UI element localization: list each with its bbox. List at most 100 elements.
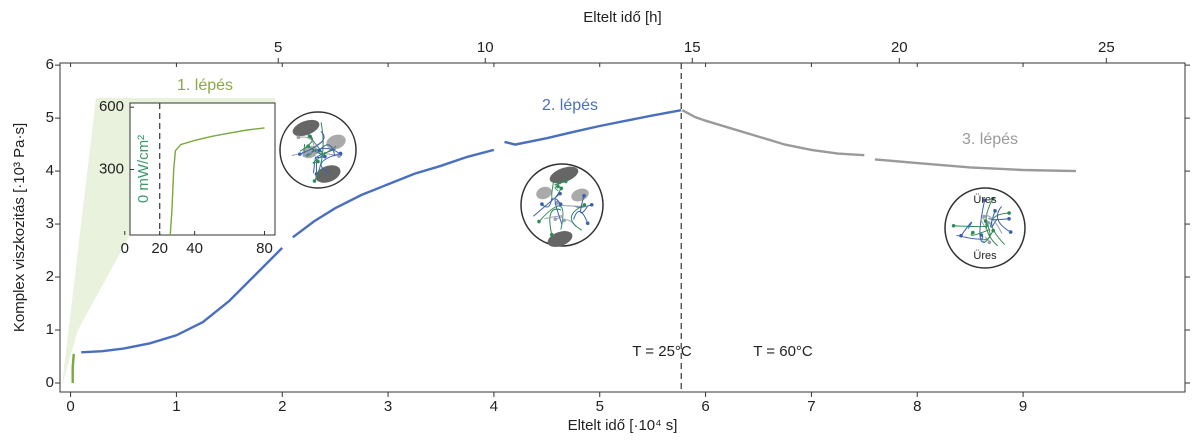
x-tick-label: 9 — [1019, 398, 1027, 415]
y-tick-label: 300 — [99, 160, 124, 177]
data-line — [81, 109, 682, 354]
data-line — [681, 109, 1077, 173]
crosslink — [312, 179, 317, 183]
crosslink — [296, 135, 301, 140]
crosslink — [1007, 217, 1011, 221]
crosslink — [323, 154, 327, 159]
x-tick-label: 6 — [701, 398, 709, 415]
network-illustration — [944, 187, 1026, 269]
x2-tick-label: 10 — [477, 39, 494, 56]
x-tick-label: 0 — [121, 240, 129, 257]
illustration-circle — [944, 187, 1026, 269]
polymer-chain — [988, 217, 1010, 221]
crosslink — [556, 184, 560, 189]
filler-particle — [547, 231, 573, 247]
y-tick-label: 4 — [46, 162, 54, 179]
polymer-chain — [299, 131, 325, 155]
crosslink — [589, 202, 594, 207]
crosslink — [993, 209, 997, 213]
crosslink — [1007, 211, 1011, 215]
polymer-chain — [307, 145, 326, 155]
x-tick-label: 3 — [384, 398, 392, 415]
crosslink — [540, 202, 544, 206]
crosslink — [316, 159, 320, 164]
crosslink — [549, 232, 554, 237]
crosslink — [537, 219, 541, 224]
polymer-chain — [320, 152, 341, 174]
crosslink — [558, 191, 562, 196]
x2-tick-label: 15 — [684, 39, 701, 56]
crosslink — [951, 223, 956, 228]
data-line — [71, 353, 75, 383]
polymer-chain — [544, 215, 564, 220]
polymer-chain — [960, 221, 973, 237]
x2-tick-label: 5 — [274, 39, 282, 56]
crosslink — [585, 221, 590, 226]
polymer-chain — [551, 180, 562, 200]
crosslink — [982, 214, 986, 219]
crosslink — [562, 218, 566, 223]
crosslink — [979, 233, 984, 237]
x-tick-label: 5 — [596, 398, 604, 415]
crosslink — [982, 198, 987, 203]
crosslink — [317, 148, 322, 153]
polymer-chain — [554, 180, 566, 186]
crosslink — [337, 154, 341, 158]
series-label: 2. lépés — [542, 97, 598, 114]
polymer-chain — [981, 220, 991, 241]
temperature-label: T = 25°C — [632, 343, 692, 360]
crosslink — [1008, 230, 1013, 234]
polymer-chain — [314, 122, 324, 182]
polymer-chain — [549, 208, 562, 235]
y-tick-label: 6 — [46, 56, 54, 73]
crosslink — [959, 233, 963, 238]
crosslink — [297, 152, 302, 156]
crosslink — [986, 221, 991, 225]
filler-particle — [536, 186, 552, 200]
filler-particle — [571, 188, 589, 202]
filler-particle — [326, 134, 346, 150]
polymer-chain — [554, 198, 563, 225]
crosslink — [987, 240, 992, 245]
x-tick-label: 40 — [186, 240, 203, 257]
inset-title: 1. lépés — [177, 77, 233, 94]
y-tick-label: 0 — [46, 374, 54, 391]
crosslink — [338, 151, 343, 156]
y-tick-label: 5 — [46, 109, 54, 126]
polymer-chain — [312, 156, 318, 175]
illustration-label: Üres — [973, 250, 997, 262]
filler-particle — [292, 119, 320, 137]
x-tick-label: 7 — [807, 398, 815, 415]
x-tick-label: 0 — [66, 398, 74, 415]
polymer-chain — [538, 205, 564, 230]
illustration-label: Üres — [973, 194, 997, 206]
x-tick-label: 8 — [913, 398, 921, 415]
crosslink — [558, 202, 563, 206]
crosslink — [563, 179, 568, 184]
crosslink — [307, 134, 312, 138]
polymer-chain — [996, 206, 1011, 233]
filler-particle — [549, 166, 579, 184]
crosslink — [559, 186, 564, 191]
x-axis-title: Eltelt idő [·10⁴ s] — [568, 417, 678, 434]
y-tick-label: 2 — [46, 268, 54, 285]
polymer-chain — [580, 195, 588, 214]
x-tick-label: 80 — [256, 240, 273, 257]
x2-tick-label: 25 — [1098, 39, 1115, 56]
polymer-chain — [953, 224, 989, 228]
crosslink — [983, 219, 988, 223]
x2-axis-title: Eltelt idő [h] — [583, 9, 661, 26]
inset-background — [130, 103, 275, 235]
crosslink — [582, 203, 587, 207]
polymer-chain — [318, 144, 336, 157]
y-tick-label: 3 — [46, 215, 54, 232]
network-illustration — [520, 163, 604, 247]
filler-particle — [315, 165, 341, 183]
x-tick-label: 20 — [151, 240, 168, 257]
series-label: 3. lépés — [962, 131, 1018, 148]
crosslink — [582, 194, 586, 198]
y-tick-label: 600 — [99, 98, 124, 115]
x2-tick-label: 20 — [891, 39, 908, 56]
crosslink — [991, 196, 995, 201]
